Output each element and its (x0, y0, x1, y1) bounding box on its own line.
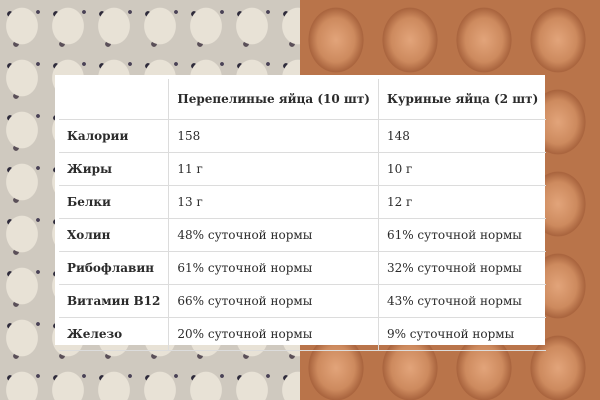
chicken-value: 9% суточной нормы (377, 317, 547, 351)
table-row: Белки 13 г 12 г (59, 185, 547, 219)
quail-value: 11 г (168, 152, 379, 186)
row-label-iron: Железо (59, 317, 169, 351)
quail-value: 13 г (168, 185, 379, 219)
table-row: Калории 158 148 (59, 119, 547, 153)
chicken-value: 43% суточной нормы (377, 284, 547, 318)
nutrition-comparison-table: Перепелиные яйца (10 шт) Куриные яйца (2… (59, 79, 547, 351)
quail-value: 48% суточной нормы (168, 218, 379, 252)
chicken-value: 10 г (377, 152, 547, 186)
quail-value: 20% суточной нормы (168, 317, 379, 351)
row-label-calories: Калории (59, 119, 169, 153)
table-row: Холин 48% суточной нормы 61% суточной но… (59, 218, 547, 252)
row-label-fats: Жиры (59, 152, 169, 186)
header-chicken-eggs: Куриные яйца (2 шт) (377, 79, 547, 120)
nutrition-comparison-table-card: Перепелиные яйца (10 шт) Куриные яйца (2… (55, 75, 547, 351)
quail-value: 66% суточной нормы (168, 284, 379, 318)
chicken-value: 12 г (377, 185, 547, 219)
table-row: Жиры 11 г 10 г (59, 152, 547, 186)
table-header-row: Перепелиные яйца (10 шт) Куриные яйца (2… (59, 79, 547, 120)
quail-value: 61% суточной нормы (168, 251, 379, 285)
quail-value: 158 (168, 119, 379, 153)
header-quail-eggs: Перепелиные яйца (10 шт) (168, 79, 379, 120)
row-label-choline: Холин (59, 218, 169, 252)
row-label-riboflavin: Рибофлавин (59, 251, 169, 285)
table-row: Витамин В12 66% суточной нормы 43% суточ… (59, 284, 547, 318)
row-label-vitamin-b12: Витамин В12 (59, 284, 169, 318)
chicken-value: 148 (377, 119, 547, 153)
table-row: Железо 20% суточной нормы 9% суточной но… (59, 317, 547, 351)
row-label-proteins: Белки (59, 185, 169, 219)
header-empty-cell (59, 79, 169, 120)
table-row: Рибофлавин 61% суточной нормы 32% суточн… (59, 251, 547, 285)
chicken-value: 32% суточной нормы (377, 251, 547, 285)
chicken-value: 61% суточной нормы (377, 218, 547, 252)
